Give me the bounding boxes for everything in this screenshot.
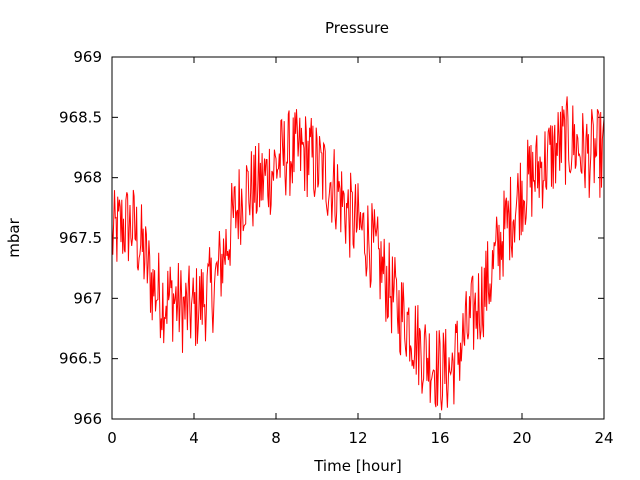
x-tick-label: 8 [271, 429, 281, 447]
y-tick-label: 967 [73, 289, 102, 307]
series-line-0 [111, 96, 605, 411]
chart-title: Pressure [325, 19, 389, 37]
y-axis-label: mbar [5, 217, 23, 257]
x-tick-label: 24 [594, 429, 613, 447]
x-tick-label: 4 [189, 429, 199, 447]
y-tick-label: 967.5 [59, 229, 102, 247]
axis-ticks: 0 4 8 12 16 20 24 966 966.5 967 967.5 968 968.5 969 [59, 48, 614, 447]
plot-frame [111, 56, 605, 420]
y-tick-label: 968.5 [59, 108, 102, 126]
x-tick-label: 16 [430, 429, 449, 447]
y-tick-label: 969 [73, 48, 102, 66]
y-tick-label: 966.5 [59, 350, 102, 368]
x-tick-label: 12 [348, 429, 367, 447]
y-tick-label: 968 [73, 169, 102, 187]
x-tick-label: 20 [512, 429, 531, 447]
series-group [111, 96, 605, 411]
x-tick-label: 0 [107, 429, 117, 447]
x-axis-label: Time [hour] [313, 457, 402, 475]
y-tick-label: 966 [73, 410, 102, 428]
